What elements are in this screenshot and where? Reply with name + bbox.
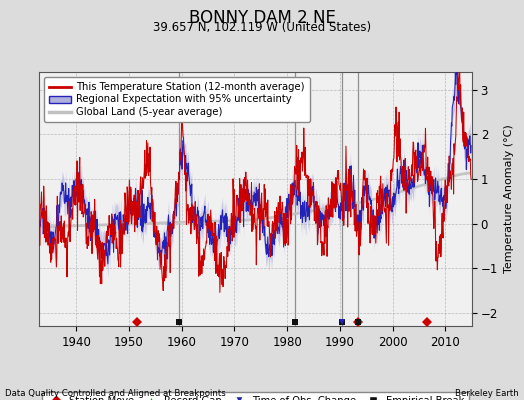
Text: Berkeley Earth: Berkeley Earth xyxy=(455,389,519,398)
Y-axis label: Temperature Anomaly (°C): Temperature Anomaly (°C) xyxy=(504,125,514,273)
Text: BONNY DAM 2 NE: BONNY DAM 2 NE xyxy=(189,9,335,27)
Legend: Station Move, Record Gap, Time of Obs. Change, Empirical Break: Station Move, Record Gap, Time of Obs. C… xyxy=(42,392,468,400)
Text: 39.657 N, 102.119 W (United States): 39.657 N, 102.119 W (United States) xyxy=(153,21,371,34)
Text: Data Quality Controlled and Aligned at Breakpoints: Data Quality Controlled and Aligned at B… xyxy=(5,389,226,398)
